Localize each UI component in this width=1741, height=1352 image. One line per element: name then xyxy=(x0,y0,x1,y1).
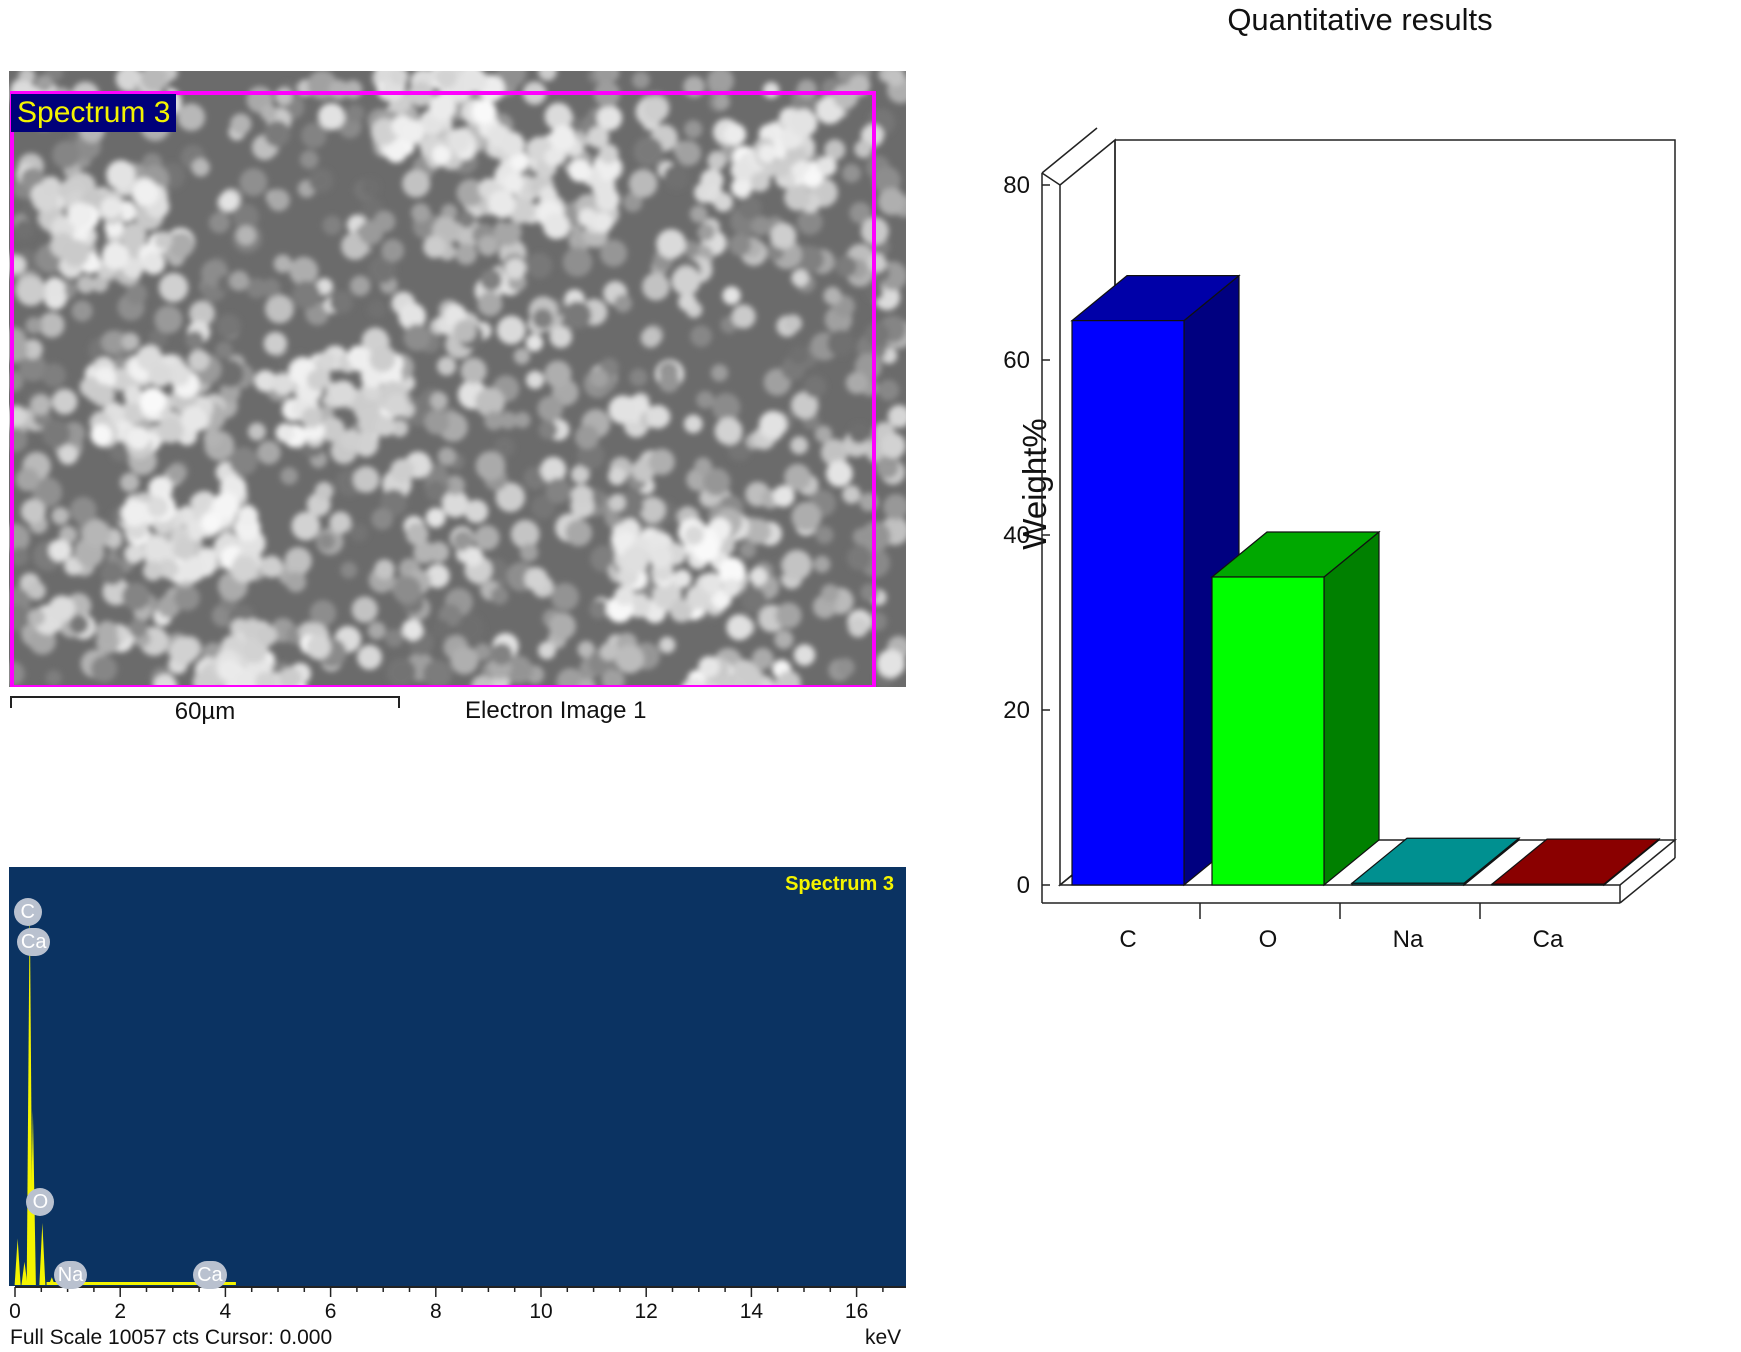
spectrum-tick-label: 10 xyxy=(529,1300,553,1323)
bar-na xyxy=(1350,836,1521,887)
bar-front xyxy=(1211,576,1325,886)
x-tick-label: O xyxy=(1259,926,1278,953)
peak-tag-na: Na xyxy=(53,1261,88,1289)
spectrum-tick-label: 6 xyxy=(324,1300,337,1323)
spectrum-tick-label: 2 xyxy=(114,1300,127,1323)
y-tick-label: 0 xyxy=(1017,872,1030,899)
y-tick-label: 60 xyxy=(1003,347,1030,374)
chart-title: Quantitative results xyxy=(1227,2,1493,37)
x-unit-label: keV xyxy=(865,1326,902,1349)
bar-front xyxy=(1071,320,1185,886)
spectrum-tick-label: 4 xyxy=(219,1300,232,1323)
y-tick-label: 20 xyxy=(1003,697,1030,724)
spectrum-trace-layer xyxy=(14,897,906,1297)
spectrum-tick-label: 12 xyxy=(634,1300,658,1323)
spectrum-baseline xyxy=(46,1282,236,1285)
spectrum-peak-4 xyxy=(39,1222,46,1285)
left-wall-top xyxy=(1041,127,1098,174)
electron-image xyxy=(9,71,906,687)
x-tick-label: Ca xyxy=(1533,926,1564,953)
floor-right-edge xyxy=(1619,857,1676,904)
spectrum-tick-label: 14 xyxy=(739,1300,764,1323)
left-axis-cap xyxy=(1041,172,1061,186)
spectrum-name: Spectrum 3 xyxy=(785,873,894,895)
roi-label: Spectrum 3 xyxy=(11,94,177,132)
spectrum-footer: Full Scale 10057 cts Cursor: 0.000 xyxy=(10,1326,333,1349)
spectrum-trace xyxy=(14,897,236,1285)
scale-bar-label: 60µm xyxy=(174,698,236,725)
image-caption: Electron Image 1 xyxy=(465,697,647,724)
x-tick-label: Na xyxy=(1393,926,1424,953)
peak-tag-ca: Ca xyxy=(193,1261,227,1289)
bar-side xyxy=(1323,530,1380,887)
bar-chart: 0 20 40 60 80 C O Na Ca xyxy=(1003,127,1678,953)
bar-front xyxy=(1351,882,1465,886)
bar-front xyxy=(1491,883,1605,886)
sem-micrograph xyxy=(9,71,906,687)
scale-bar xyxy=(10,696,400,708)
peak-tag-c: C xyxy=(13,898,42,926)
back-wall xyxy=(1115,139,1676,840)
y-tick-label: 40 xyxy=(1003,522,1030,549)
spectrum-peak-1 xyxy=(21,1261,28,1285)
bar-o xyxy=(1210,530,1381,887)
peak-tag-o: O xyxy=(26,1188,55,1216)
spectrum-peak-0 xyxy=(14,1238,21,1285)
bar-ca xyxy=(1490,837,1661,887)
spectrum-tick-label: 16 xyxy=(844,1300,869,1323)
spectrum-tick-label: 8 xyxy=(429,1300,442,1323)
spectrum-plot: Spectrum 3 xyxy=(9,867,906,1286)
peak-tag-ca: Ca xyxy=(16,928,51,956)
y-tick-label: 80 xyxy=(1003,172,1030,199)
spectrum-tick-label: 0 xyxy=(9,1300,21,1323)
spectrum-roi-frame xyxy=(10,91,876,687)
bar-top xyxy=(1490,838,1661,885)
spectrum-peak-2 xyxy=(26,897,33,1285)
x-tick-label: C xyxy=(1119,926,1136,953)
